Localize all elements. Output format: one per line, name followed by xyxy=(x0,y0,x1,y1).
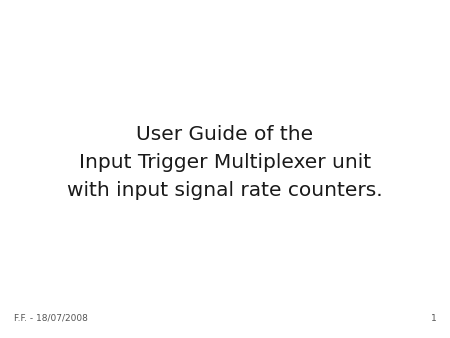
Text: User Guide of the
Input Trigger Multiplexer unit
with input signal rate counters: User Guide of the Input Trigger Multiple… xyxy=(67,125,383,200)
Text: 1: 1 xyxy=(431,314,436,323)
Text: F.F. - 18/07/2008: F.F. - 18/07/2008 xyxy=(14,314,87,323)
